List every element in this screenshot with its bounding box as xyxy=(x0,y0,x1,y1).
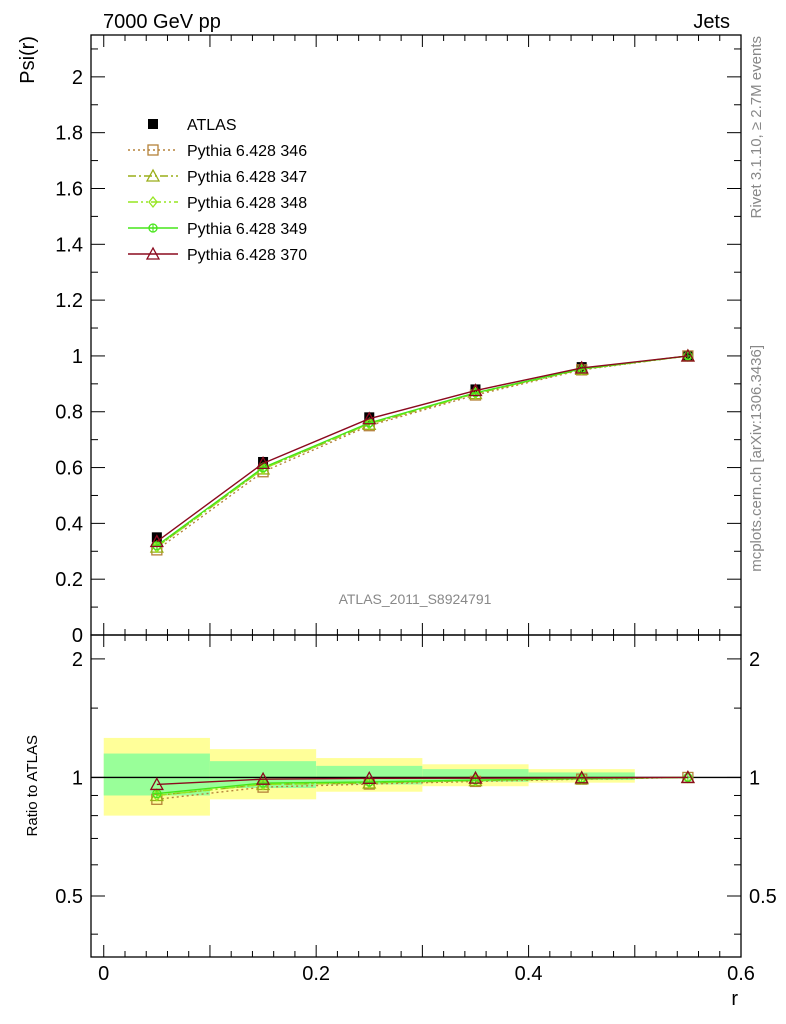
process-label: Jets xyxy=(693,11,730,33)
series-pythia-6-428-349 xyxy=(152,351,693,551)
series-line xyxy=(156,355,688,547)
main-series-group xyxy=(149,348,695,556)
data-point xyxy=(574,770,589,784)
data-point xyxy=(258,778,268,788)
x-tick-label: 0.4 xyxy=(515,963,543,985)
y-tick-label: 1.4 xyxy=(55,234,83,256)
series-line xyxy=(156,355,688,548)
y-tick-label: 1 xyxy=(72,346,83,368)
x-axis-label: r xyxy=(731,988,738,1010)
legend-item: Pythia 6.428 349 xyxy=(128,221,307,238)
series-pythia-6-428-370 xyxy=(149,348,695,548)
y-tick-label: 1.2 xyxy=(55,290,83,312)
legend-item: Pythia 6.428 370 xyxy=(128,246,307,264)
legend-label: Pythia 6.428 370 xyxy=(187,247,307,264)
data-point xyxy=(255,456,271,470)
legend-label: Pythia 6.428 346 xyxy=(187,143,307,160)
y-tick-label: 1 xyxy=(72,767,83,789)
data-point xyxy=(362,770,377,784)
data-point xyxy=(468,383,483,397)
ratio-panel: 0.5 0.5 1 1 2 2 0 0.2 0.4 0.6 Ratio to ATLAS r xyxy=(24,634,777,1010)
data-point xyxy=(364,777,374,787)
y-tick-label: 1.8 xyxy=(55,123,83,145)
x-tick-label: 0.2 xyxy=(302,963,330,985)
series-line xyxy=(156,355,688,543)
legend-marker xyxy=(148,119,158,129)
legend-label: Pythia 6.428 349 xyxy=(187,221,307,238)
data-point xyxy=(151,532,162,543)
data-point xyxy=(680,348,695,362)
x-tick-label: 0.6 xyxy=(727,963,755,985)
analysis-label: ATLAS_2011_S8924791 xyxy=(339,591,492,607)
y-tick-label: 0.4 xyxy=(55,513,83,535)
series-line xyxy=(156,776,688,786)
data-point xyxy=(152,541,162,551)
series-line xyxy=(156,355,688,548)
series-pythia-6-428-348 xyxy=(152,349,693,554)
rivet-version-label: Rivet 3.1.10, ≥ 2.7M events xyxy=(748,36,765,219)
y-tick-label: 2 xyxy=(72,67,83,89)
y-tick-label-right: 2 xyxy=(749,649,760,671)
y-tick-label: 1.6 xyxy=(55,178,83,200)
data-point xyxy=(574,360,589,374)
main-y-axis-label: Psi(r) xyxy=(17,36,39,84)
mcplots-label: mcplots.cern.ch [arXiv:1306.3436] xyxy=(748,345,765,572)
series-pythia-6-428-347 xyxy=(149,348,695,553)
ratio-series-group xyxy=(149,770,695,805)
energy-label: 7000 GeV pp xyxy=(103,11,221,33)
legend-label: Pythia 6.428 348 xyxy=(187,195,307,212)
data-point xyxy=(152,788,162,799)
legend: ATLAS Pythia 6.428 346 Pythia 6.428 347 Pyt… xyxy=(128,117,307,264)
data-point xyxy=(149,777,164,791)
series-line xyxy=(156,355,688,551)
series-pythia-6-428-370 xyxy=(149,770,695,791)
legend-item: Pythia 6.428 346 xyxy=(128,143,307,160)
legend-item: Pythia 6.428 347 xyxy=(128,168,307,186)
plot-frame xyxy=(90,634,742,958)
y-tick-label: 0 xyxy=(72,625,83,647)
y-tick-label-right: 1 xyxy=(749,767,760,789)
data-point xyxy=(680,770,695,784)
data-point xyxy=(364,776,375,789)
y-tick-label: 0.6 xyxy=(55,458,83,480)
y-tick-label: 0.5 xyxy=(55,886,83,908)
data-point xyxy=(362,411,377,425)
x-tick-label: 0 xyxy=(98,963,109,985)
data-point xyxy=(149,534,164,548)
legend-marker xyxy=(147,144,159,156)
y-tick-label: 2 xyxy=(72,649,83,671)
series-atlas xyxy=(151,350,693,543)
legend-marker xyxy=(148,223,158,233)
legend-marker xyxy=(145,168,161,182)
legend-label: Pythia 6.428 347 xyxy=(187,169,307,186)
legend-item: Pythia 6.428 348 xyxy=(128,195,307,212)
y-tick-label: 0.8 xyxy=(55,402,83,424)
y-tick-label: 0.2 xyxy=(55,569,83,591)
ratio-y-axis-label: Ratio to ATLAS xyxy=(24,735,41,836)
main-panel: 0 0.2 0.4 0.6 0.8 1 1.2 1.4 1.6 1.8 2 ATLAS_2011_S… xyxy=(17,34,742,647)
ratio-band-green xyxy=(316,765,423,785)
series-pythia-6-428-346 xyxy=(151,350,694,556)
legend-label: ATLAS xyxy=(187,117,237,134)
legend-marker xyxy=(148,195,158,209)
series-line xyxy=(156,776,688,801)
data-point xyxy=(255,771,271,785)
data-point xyxy=(468,770,483,784)
ratio-uncertainty-bands xyxy=(91,737,741,816)
y-tick-label-right: 0.5 xyxy=(749,886,777,908)
legend-item: ATLAS xyxy=(148,117,237,134)
ratio-axes: 0.5 0.5 1 1 2 2 0 0.2 0.4 0.6 xyxy=(55,634,777,985)
legend-marker xyxy=(145,246,161,260)
